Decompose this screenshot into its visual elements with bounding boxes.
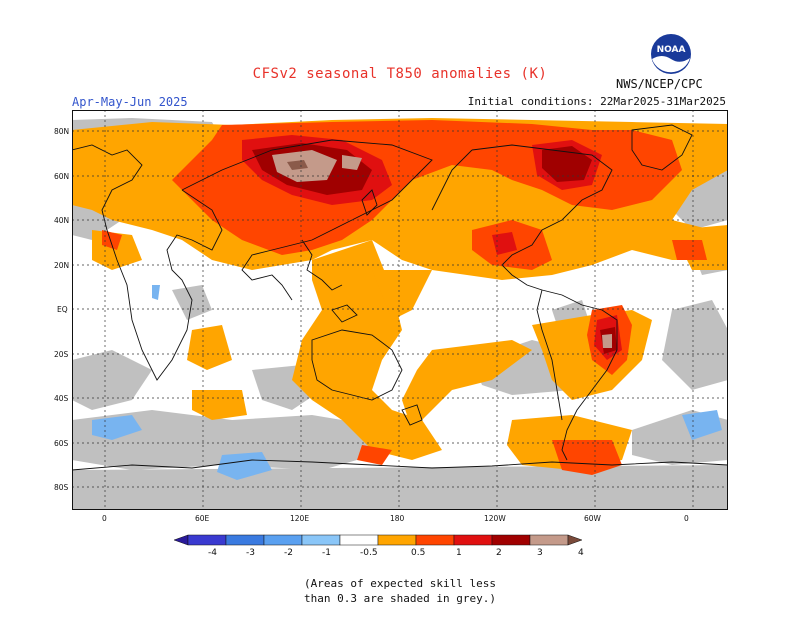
anomaly-map [72,110,728,510]
colorbar-arrow-right [567,534,583,546]
colorbar-cell-2 [225,534,265,546]
colorbar-cell-9 [491,534,531,546]
lat-label-80s: 80S [54,483,69,492]
colorbar-cell-6 [377,534,417,546]
colorbar-cell-1 [187,534,227,546]
colorbar-cell-3 [263,534,303,546]
cb-label-neg4: -4 [208,548,217,558]
lat-label-40n: 40N [54,216,70,225]
initial-conditions: Initial conditions: 22Mar2025-31Mar2025 [467,95,726,108]
coastlines [72,124,728,471]
cb-label-neg1: -1 [322,548,331,558]
anomaly-max [287,160,308,170]
cb-label-4: 4 [578,548,584,558]
colorbar-cell-4 [301,534,341,546]
cb-label-0.5: 0.5 [411,548,426,558]
skill-note: (Areas of expected skill less than 0.3 a… [0,576,800,606]
colorbar-cell-7 [415,534,455,546]
cb-label-neg2: -2 [284,548,293,558]
lat-label-60s: 60S [54,439,69,448]
cold-anomaly-regions [92,285,722,480]
cb-label-2: 2 [496,548,502,558]
cb-label-neg3: -3 [246,548,255,558]
lat-label-80n: 80N [54,127,70,136]
cb-label-3: 3 [537,548,543,558]
colorbar-cell-5 [339,534,379,546]
map-frame [72,110,728,510]
lon-label-60e: 60E [195,514,210,523]
lat-label-60n: 60N [54,172,70,181]
graticule [72,110,728,510]
logo-text: NOAA [657,45,686,55]
lon-label-60w: 60W [584,514,601,523]
colorbar [174,534,583,546]
lat-label-eq: EQ [57,305,68,314]
colorbar-cell-8 [453,534,493,546]
map-title: CFSv2 seasonal T850 anomalies (K) [252,66,548,82]
colorbar-arrow-left [174,534,189,546]
cb-label-1: 1 [456,548,462,558]
lat-label-20s: 20S [54,350,69,359]
lon-label-0-east: 0 [684,514,689,523]
organization-label: NWS/NCEP/CPC [616,77,703,91]
skill-note-line1: (Areas of expected skill less [303,577,497,590]
lon-label-120w: 120W [484,514,506,523]
colorbar-cell-10 [529,534,569,546]
lat-label-40s: 40S [54,394,69,403]
noaa-logo: NOAA [650,33,692,79]
lon-label-180: 180 [390,514,405,523]
forecast-period: Apr-May-Jun 2025 [72,95,188,109]
lon-label-0: 0 [102,514,107,523]
cb-label-neg0.5: -0.5 [360,548,378,558]
lon-label-120e: 120E [290,514,310,523]
lat-label-20n: 20N [54,261,70,270]
skill-note-line2: than 0.3 are shaded in grey.) [303,592,497,605]
